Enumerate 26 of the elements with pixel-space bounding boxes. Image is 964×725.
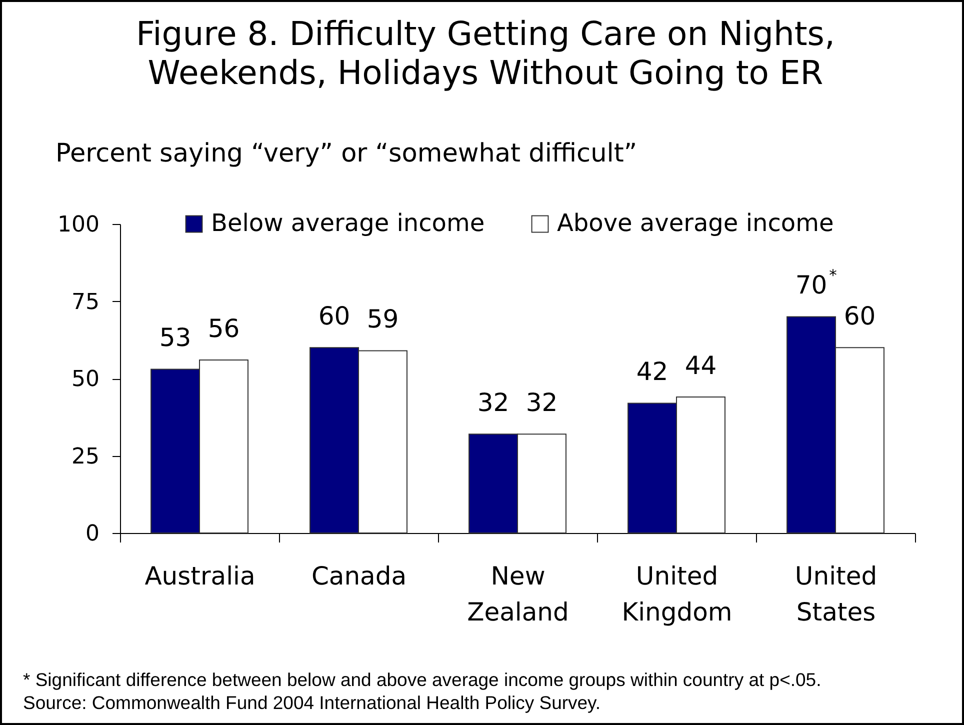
data-label: 60 <box>844 302 876 331</box>
data-label: 42 <box>636 357 668 386</box>
y-tick-label: 100 <box>58 212 100 238</box>
y-tick-label: 50 <box>72 367 100 392</box>
x-tick-label: United Kingdom <box>622 562 732 626</box>
x-tick-label: Australia <box>144 562 256 590</box>
y-axis-title: Percent saying “very” or “somewhat difficult” <box>56 138 638 168</box>
y-tick-label: 25 <box>72 444 100 470</box>
x-tick-label: New Zealand <box>467 562 569 626</box>
x-tick-label: Canada <box>311 562 407 590</box>
y-tick-label: 75 <box>72 290 100 315</box>
data-label: 53 <box>159 323 192 352</box>
data-label: 59 <box>366 304 399 334</box>
data-label: 32 <box>526 388 558 418</box>
x-tick-label: United States <box>794 562 878 626</box>
data-label: 60 <box>318 302 350 331</box>
text: * Significant difference between below and above average income groups within country at p<.05. <box>23 668 822 691</box>
data-label: 56 <box>208 314 240 343</box>
data-label: 44 <box>684 351 717 380</box>
legend-label: Above average income <box>557 209 834 237</box>
chart-title: Figure 8. Difficulty Getting Care on Nights, Weekends, Holidays Without Going to ER <box>136 14 835 92</box>
data-label: 32 <box>477 388 510 418</box>
y-tick-label: 0 <box>86 522 100 546</box>
legend-label: Below average income <box>211 209 485 237</box>
data-label: 70$^{*}$ <box>795 266 838 300</box>
source-note: Source: Commonwealth Fund 2004 International Health Policy Survey. <box>23 691 602 714</box>
